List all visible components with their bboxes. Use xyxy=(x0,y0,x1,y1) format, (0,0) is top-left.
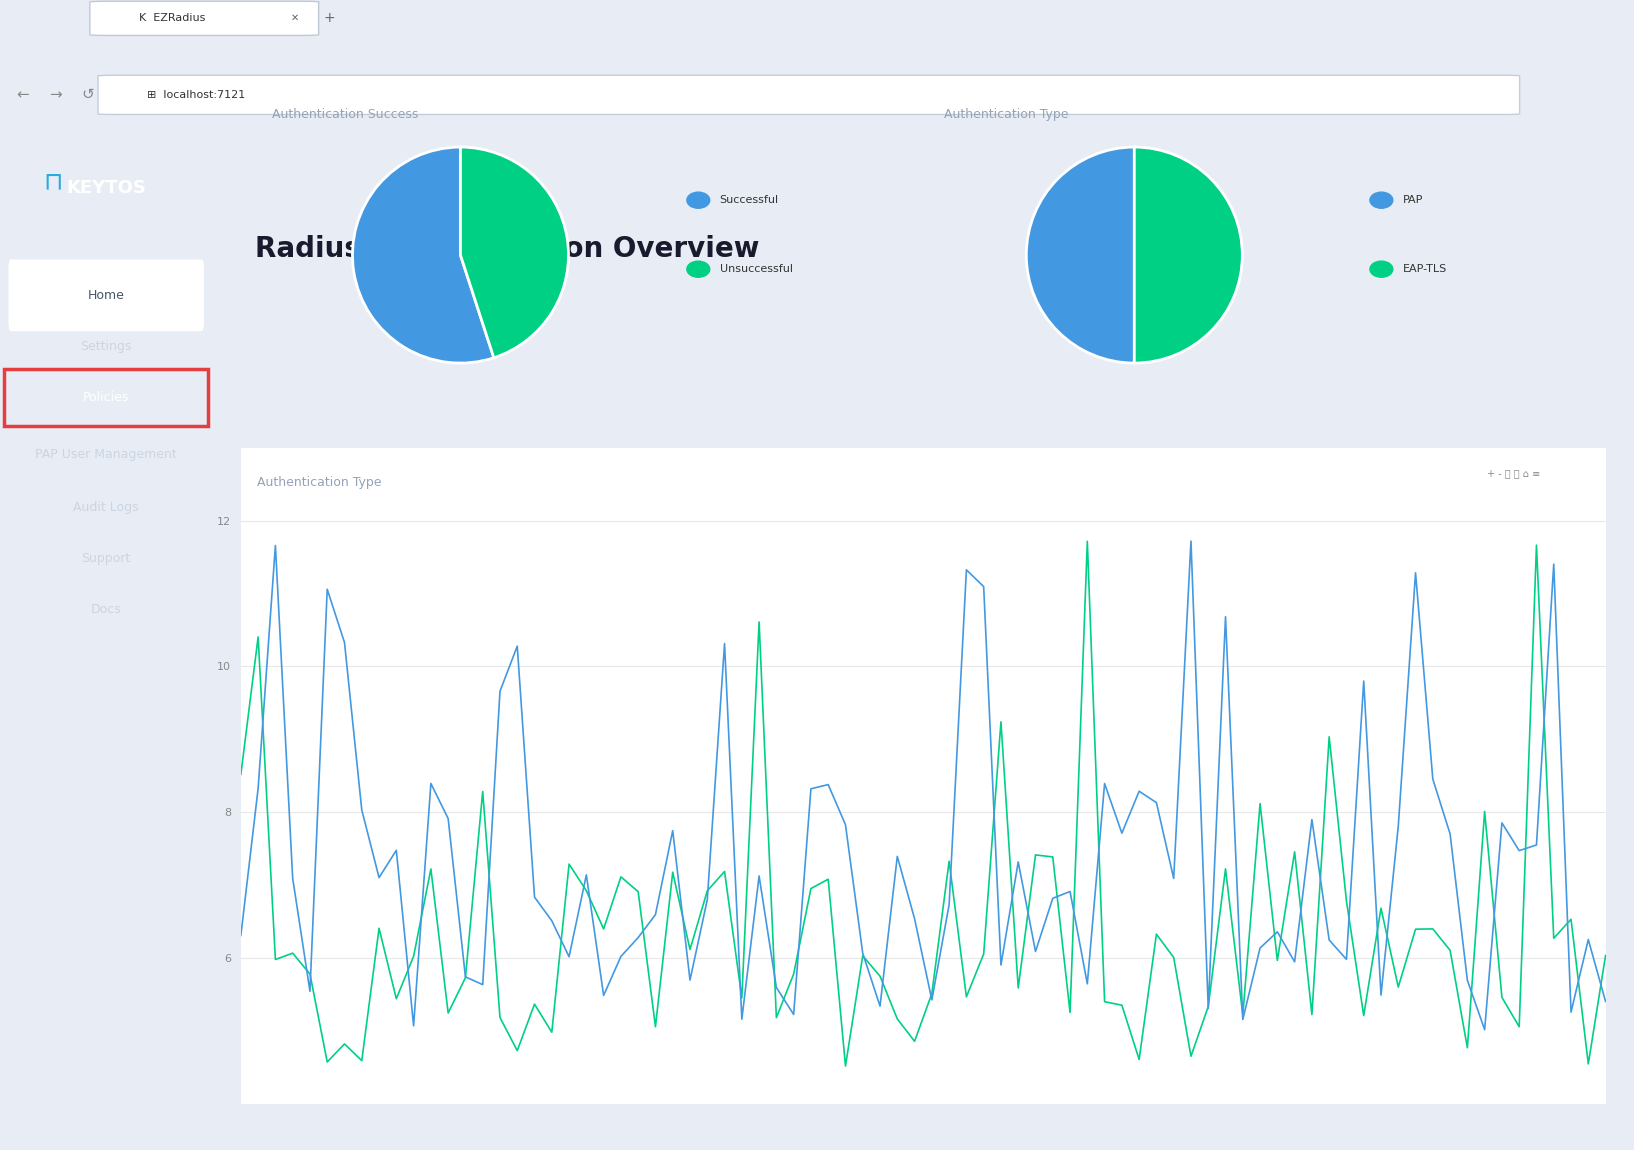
Wedge shape xyxy=(1026,147,1134,363)
FancyBboxPatch shape xyxy=(8,260,204,331)
Text: ←: ← xyxy=(16,87,29,102)
Text: Authentication Type: Authentication Type xyxy=(944,108,1069,122)
FancyBboxPatch shape xyxy=(98,75,1520,115)
Text: Support: Support xyxy=(82,552,131,565)
Text: EAP-TLS: EAP-TLS xyxy=(1402,264,1446,274)
Text: ⊞  localhost:7121: ⊞ localhost:7121 xyxy=(147,90,245,100)
Text: PAP: PAP xyxy=(1402,196,1423,205)
Text: Audit Logs: Audit Logs xyxy=(74,500,139,514)
Text: ↺: ↺ xyxy=(82,87,95,102)
Text: KEYTOS: KEYTOS xyxy=(67,179,145,197)
Text: ⊓: ⊓ xyxy=(44,171,62,194)
Text: ✕: ✕ xyxy=(291,13,299,23)
Wedge shape xyxy=(1134,147,1242,363)
Text: Home: Home xyxy=(88,289,124,302)
FancyBboxPatch shape xyxy=(90,1,319,36)
Wedge shape xyxy=(461,147,569,358)
Text: Authentication Type: Authentication Type xyxy=(257,476,382,490)
Text: Docs: Docs xyxy=(92,603,121,616)
Bar xyxy=(5,369,208,427)
Text: K  EZRadius: K EZRadius xyxy=(139,13,206,23)
Wedge shape xyxy=(353,147,493,363)
Text: Settings: Settings xyxy=(80,340,132,353)
Text: PAP User Management: PAP User Management xyxy=(36,447,176,460)
Text: + - 🔍 📷 ⌂ ≡: + - 🔍 📷 ⌂ ≡ xyxy=(1487,468,1541,478)
Text: +: + xyxy=(324,10,335,24)
Text: Policies: Policies xyxy=(83,391,129,405)
Text: →: → xyxy=(49,87,62,102)
Text: Authentication Success: Authentication Success xyxy=(273,108,418,122)
Text: Unsuccessful: Unsuccessful xyxy=(719,264,792,274)
Text: Successful: Successful xyxy=(719,196,779,205)
Text: Radius Authentication Overview: Radius Authentication Overview xyxy=(255,236,760,263)
